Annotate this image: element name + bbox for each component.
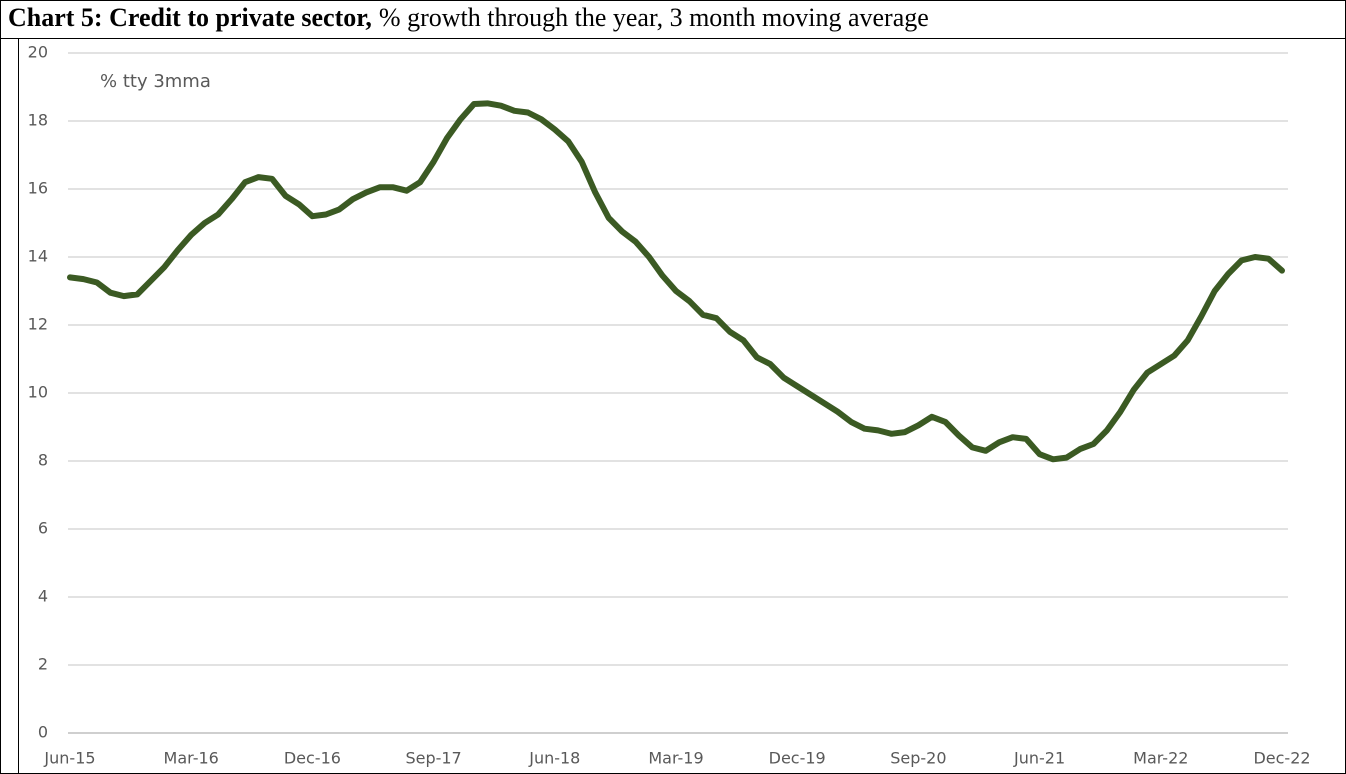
chart-title: Chart 5: Credit to private sector, <box>8 3 372 32</box>
data-line <box>67 100 1285 463</box>
x-tick-label: Jun-18 <box>528 749 580 768</box>
x-tick-label: Mar-19 <box>648 749 703 768</box>
y-tick-label: 16 <box>28 179 48 198</box>
x-tick-label: Jun-21 <box>1013 749 1065 768</box>
x-tick-label: Jun-15 <box>43 749 95 768</box>
x-tick-label: Dec-16 <box>284 749 341 768</box>
y-tick-label: 20 <box>28 43 48 62</box>
x-tick-label: Sep-17 <box>405 749 461 768</box>
y-tick-label: 8 <box>38 451 48 470</box>
y-tick-label: 10 <box>28 383 48 402</box>
x-tick-label: Mar-22 <box>1133 749 1188 768</box>
y-tick-label: 18 <box>28 111 48 130</box>
x-tick-label: Mar-16 <box>164 749 219 768</box>
y-tick-label: 2 <box>38 655 48 674</box>
x-tick-label: Dec-19 <box>769 749 826 768</box>
x-tick-label: Dec-22 <box>1253 749 1310 768</box>
annotation: % tty 3mma <box>100 71 211 92</box>
y-tick-label: 4 <box>38 587 48 606</box>
y-tick-label: 6 <box>38 519 48 538</box>
y-tick-label: 0 <box>38 723 48 742</box>
chart-title-line: Chart 5: Credit to private sector,% grow… <box>8 3 929 32</box>
chart-subtitle: % growth through the year, 3 month movin… <box>379 3 929 32</box>
x-tick-label: Sep-20 <box>890 749 946 768</box>
y-tick-label: 12 <box>28 315 48 334</box>
y-tick-label: 14 <box>28 247 48 266</box>
